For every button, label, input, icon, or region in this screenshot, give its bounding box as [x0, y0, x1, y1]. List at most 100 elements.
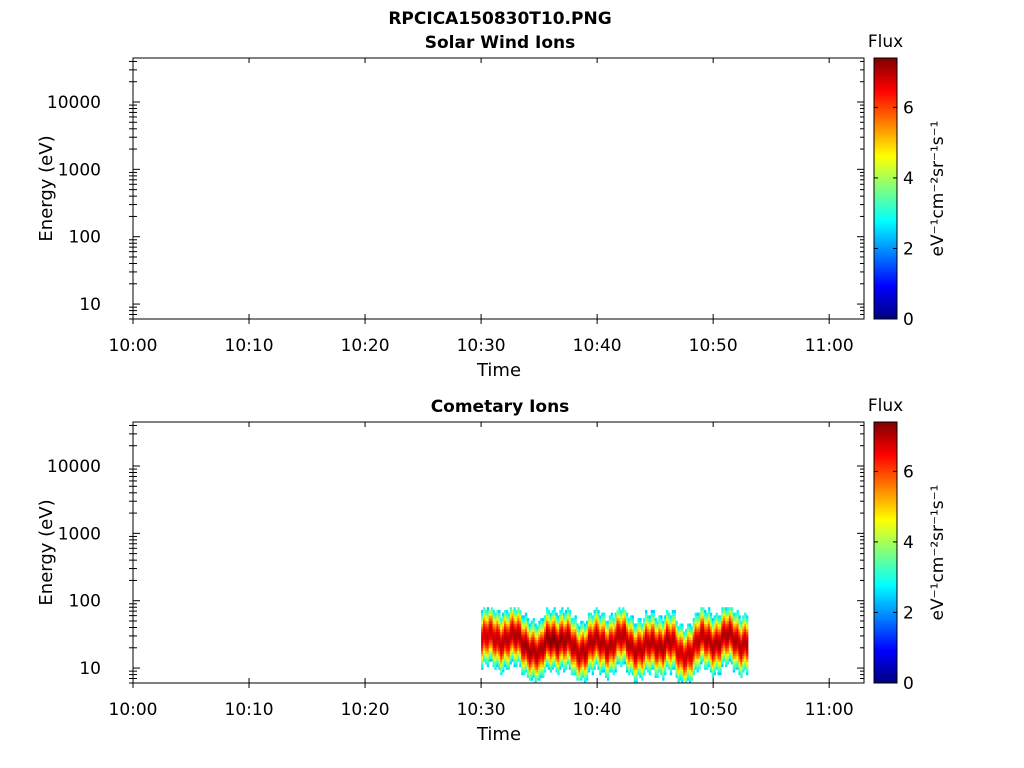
- spectrogram-cell: [625, 661, 629, 665]
- spectrogram-cell: [685, 669, 688, 673]
- spectrogram-cell: [742, 631, 745, 635]
- spectrogram-cell: [488, 650, 492, 654]
- spectrogram-cell: [709, 634, 713, 638]
- spectrogram-cell: [542, 634, 545, 638]
- spectrogram-cell: [551, 628, 554, 632]
- spectrogram-cell: [685, 642, 688, 646]
- spectrogram-cell: [608, 661, 612, 665]
- spectrogram-cell: [740, 634, 743, 638]
- spectrogram-cell: [732, 661, 736, 665]
- spectrogram-cell: [528, 634, 532, 638]
- spectrogram-cell: [725, 609, 728, 614]
- spectrogram-cell: [666, 612, 669, 616]
- spectrogram-cell: [553, 609, 556, 614]
- spectrogram-cell: [738, 637, 741, 641]
- spectrogram-cell: [723, 653, 726, 657]
- spectrogram-cell: [738, 647, 741, 651]
- spectrogram-cell: [707, 650, 711, 654]
- spectrogram-cell: [736, 645, 739, 649]
- spectrogram-cell: [559, 631, 562, 635]
- spectrogram-cell: [498, 661, 501, 665]
- spectrogram-cell: [551, 623, 554, 627]
- spectrogram-cell: [566, 631, 570, 635]
- spectrogram-cell: [574, 661, 577, 665]
- spectrogram-cell: [679, 655, 682, 660]
- spectrogram-cell: [574, 623, 577, 627]
- spectrogram-cell: [688, 631, 692, 635]
- spectrogram-cell: [593, 642, 596, 646]
- spectrogram-cell: [492, 620, 495, 624]
- spectrogram-cell: [540, 626, 543, 630]
- spectrogram-cell: [561, 647, 564, 651]
- spectrogram-cell: [715, 623, 718, 627]
- spectrogram-cell: [650, 634, 654, 638]
- spectrogram-cell: [568, 647, 572, 651]
- spectrogram-cell: [538, 664, 541, 668]
- spectrogram-cell: [483, 607, 486, 611]
- spectrogram-cell: [545, 615, 549, 619]
- spectrogram-cell: [542, 618, 545, 622]
- spectrogram-cell: [580, 642, 583, 646]
- spectrogram-cell: [629, 618, 633, 622]
- spectrogram-cell: [561, 637, 564, 641]
- spectrogram-cell: [492, 634, 495, 638]
- spectrogram-cell: [587, 631, 591, 635]
- spectrogram-cell: [620, 626, 623, 630]
- spectrogram-cell: [568, 620, 572, 624]
- spectrogram-cell: [566, 658, 570, 662]
- spectrogram-cell: [625, 645, 629, 649]
- spectrogram-cell: [578, 653, 581, 657]
- spectrogram-cell: [610, 666, 614, 670]
- spectrogram-cell: [601, 623, 604, 627]
- spectrogram-cell: [557, 626, 560, 630]
- spectrogram-cell: [568, 664, 572, 668]
- x-tick-label: 10:40: [573, 336, 622, 356]
- spectrogram-cell: [515, 655, 518, 660]
- spectrogram-cell: [664, 655, 667, 660]
- spectrogram-cell: [637, 623, 640, 627]
- spectrogram-cell: [692, 666, 695, 670]
- spectrogram-cell: [538, 655, 541, 660]
- spectrogram-cell: [641, 645, 644, 649]
- spectrogram-cell: [662, 620, 665, 624]
- spectrogram-cell: [578, 647, 581, 651]
- spectrogram-cell: [561, 634, 564, 638]
- spectrogram-cell: [677, 642, 680, 646]
- spectrogram-cell: [631, 642, 634, 646]
- spectrogram-cell: [635, 653, 638, 657]
- spectrogram-cell: [622, 658, 625, 662]
- spectrogram-cell: [591, 645, 594, 649]
- spectrogram-cell: [563, 666, 566, 670]
- spectrogram-cell: [542, 626, 545, 630]
- spectrogram-cell: [513, 647, 516, 651]
- spectrogram-cell: [690, 634, 694, 638]
- spectrogram-cell: [742, 655, 745, 660]
- spectrogram-cell: [719, 626, 722, 630]
- spectrogram-cell: [664, 634, 667, 638]
- spectrogram-cell: [711, 647, 715, 651]
- spectrogram-cell: [629, 631, 633, 635]
- spectrogram-cell: [622, 618, 625, 622]
- spectrogram-cell: [519, 612, 522, 616]
- spectrogram-cell: [730, 612, 734, 616]
- spectrogram-cell: [728, 637, 732, 641]
- spectrogram-cell: [633, 637, 636, 641]
- spectrogram-cell: [603, 634, 606, 638]
- spectrogram-cell: [713, 618, 716, 622]
- spectrogram-cell: [694, 650, 697, 654]
- spectrogram-cell: [700, 650, 703, 654]
- spectrogram-cell: [646, 647, 650, 651]
- spectrogram-cell: [608, 666, 612, 670]
- spectrogram-cell: [517, 626, 520, 630]
- spectrogram-cell: [530, 674, 533, 678]
- spectrogram-cell: [593, 639, 596, 643]
- spectrogram-cell: [606, 674, 610, 678]
- spectrogram-cell: [654, 620, 657, 624]
- spectrogram-cell: [490, 609, 493, 614]
- spectrogram-cell: [549, 620, 553, 624]
- spectrogram-cell: [555, 642, 558, 646]
- x-tick-label: 10:50: [689, 700, 738, 720]
- spectrogram-cell: [646, 626, 650, 630]
- spectrogram-cell: [528, 677, 532, 681]
- spectrogram-cell: [660, 626, 663, 630]
